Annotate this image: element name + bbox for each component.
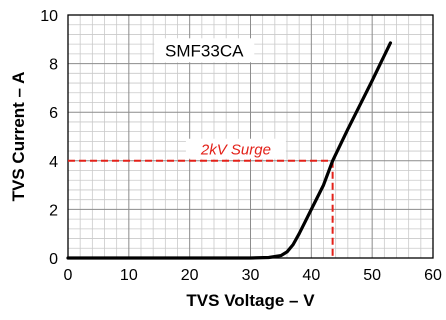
annotation-lines xyxy=(68,159,334,258)
x-axis-title: TVS Voltage – V xyxy=(186,291,315,310)
x-tick-label: 50 xyxy=(363,267,381,284)
x-tick-label: 30 xyxy=(242,267,260,284)
y-tick-label: 10 xyxy=(40,8,58,25)
y-tick-label: 6 xyxy=(49,105,58,122)
y-tick-label: 2 xyxy=(49,202,58,219)
y-tick-label: 8 xyxy=(49,57,58,74)
series-lines xyxy=(66,41,393,260)
x-tick-label: 60 xyxy=(424,267,442,284)
y-tick-label: 0 xyxy=(49,251,58,268)
x-tick-label: 20 xyxy=(181,267,199,284)
series-line xyxy=(66,41,393,260)
series-labels: SMF33CA xyxy=(154,38,255,63)
y-tick-labels: 0 2 4 6 8 10 xyxy=(40,8,58,268)
y-axis-title: TVS Current – A xyxy=(9,72,28,202)
annotation-label-bg xyxy=(185,138,286,159)
x-tick-labels: 0 10 20 30 40 50 60 xyxy=(64,267,442,284)
y-tick-label: 4 xyxy=(49,154,58,171)
annotation-label: 2kV Surge xyxy=(200,142,271,159)
x-tick-label: 0 xyxy=(64,267,73,284)
series-label-bg xyxy=(154,38,255,63)
annotation-labels: 2kV Surge xyxy=(185,138,286,159)
x-tick-label: 40 xyxy=(302,267,320,284)
x-tick-label: 10 xyxy=(120,267,138,284)
series-label: SMF33CA xyxy=(165,41,244,60)
